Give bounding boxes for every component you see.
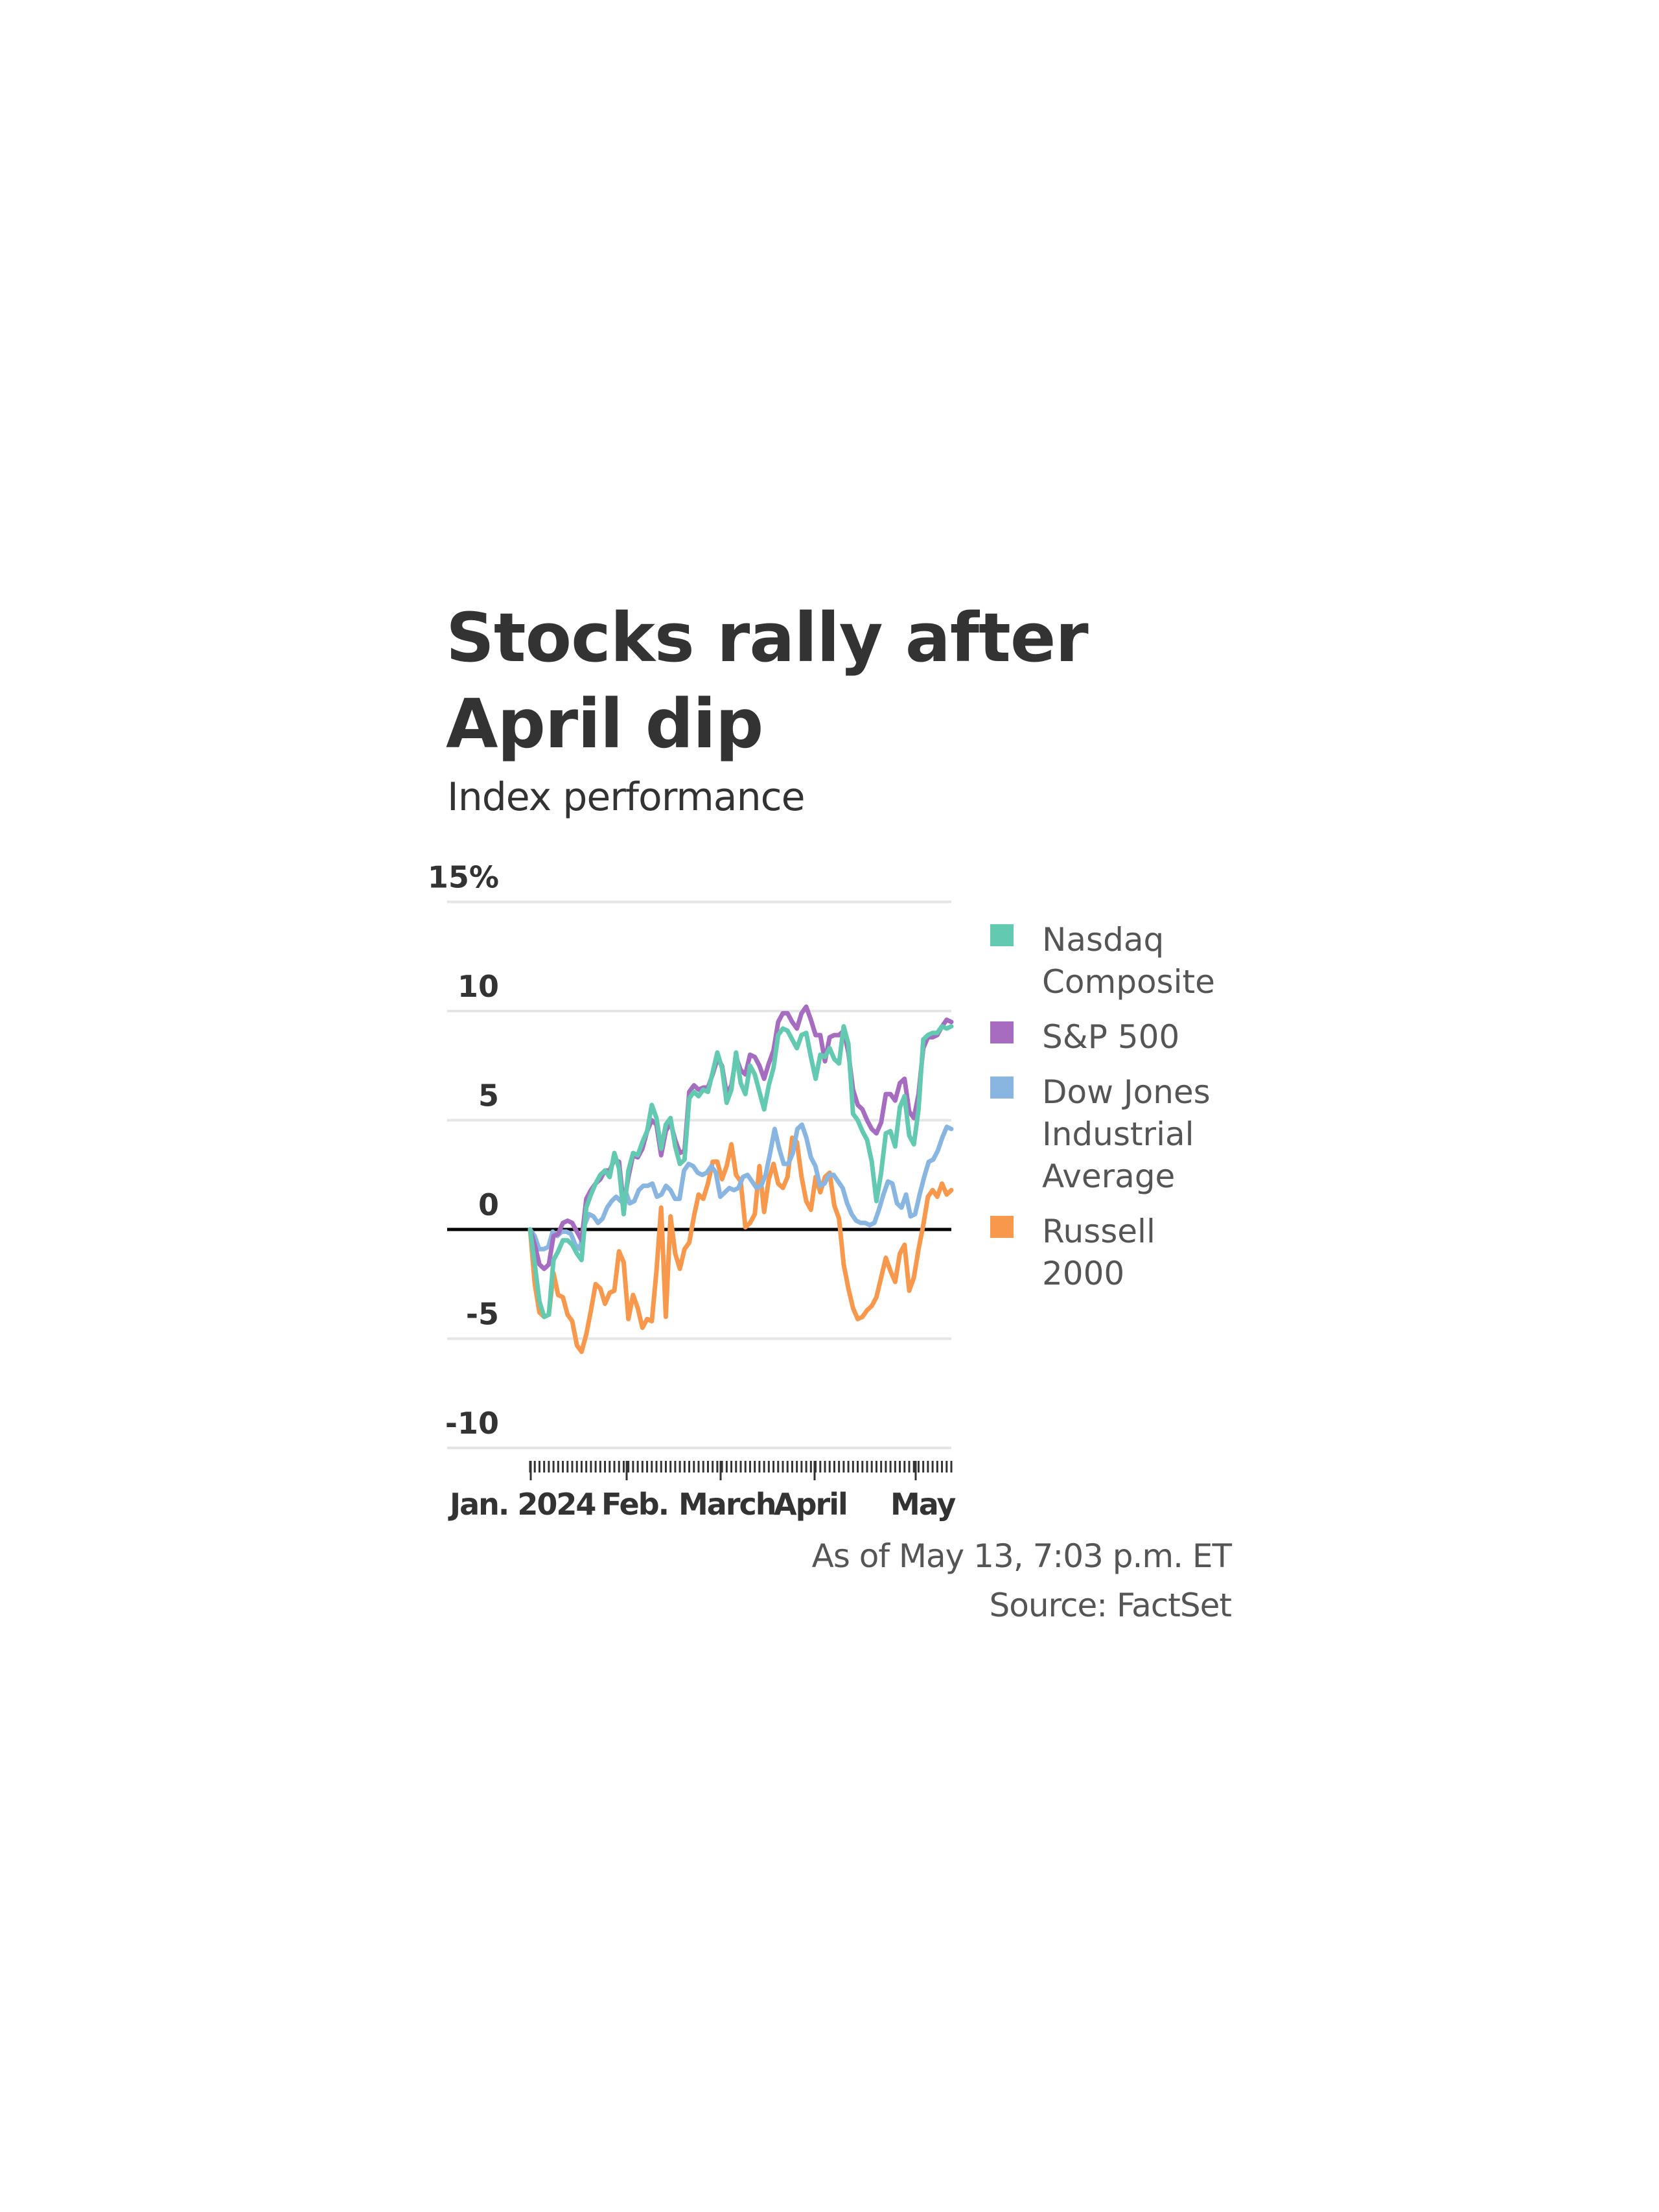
legend-swatch-sp500 bbox=[990, 1021, 1014, 1043]
series-line-nasdaq bbox=[528, 1024, 954, 1320]
as-of-note: As of May 13, 7:03 p.m. ET bbox=[811, 1537, 1232, 1575]
chart-title: Stocks rally after April dip bbox=[446, 595, 1288, 767]
x-tick-label: March bbox=[679, 1487, 776, 1522]
x-tick-label: Jan. 2024 bbox=[448, 1487, 595, 1522]
x-axis-ticks bbox=[529, 1461, 953, 1480]
y-tick-label: 0 bbox=[478, 1187, 499, 1222]
series-line-russell bbox=[528, 1135, 954, 1355]
y-tick-label: 10 bbox=[458, 969, 499, 1004]
x-tick-label: April bbox=[774, 1487, 847, 1522]
x-tick-label: May bbox=[890, 1487, 956, 1522]
series-lines bbox=[528, 1004, 954, 1355]
chart-subtitle: Index performance bbox=[447, 774, 806, 820]
legend-swatch-russell bbox=[990, 1216, 1014, 1238]
chart-title-line1: Stocks rally after bbox=[446, 598, 1089, 677]
y-axis-labels: 15% 10 5 0 -5 -10 bbox=[428, 860, 499, 1441]
legend: Nasdaq Composite S&P 500 Dow Jones Indus… bbox=[990, 919, 1262, 1308]
y-tick-label: -5 bbox=[466, 1297, 499, 1332]
legend-swatch-dow bbox=[990, 1077, 1014, 1099]
chart-title-line2: April dip bbox=[446, 684, 763, 763]
legend-item-nasdaq: Nasdaq Composite bbox=[990, 919, 1262, 1003]
y-tick-label: -10 bbox=[445, 1406, 499, 1441]
source-note: Source: FactSet bbox=[989, 1587, 1232, 1624]
x-tick-label: Feb. bbox=[601, 1487, 668, 1522]
legend-item-dow: Dow Jones Industrial Average bbox=[990, 1071, 1262, 1198]
legend-item-sp500: S&P 500 bbox=[990, 1016, 1262, 1058]
y-tick-label: 5 bbox=[478, 1078, 499, 1113]
legend-item-russell: Russell 2000 bbox=[990, 1211, 1262, 1295]
legend-swatch-nasdaq bbox=[990, 924, 1014, 946]
series-line-dow bbox=[528, 1122, 954, 1252]
y-tick-label: 15% bbox=[428, 860, 499, 895]
